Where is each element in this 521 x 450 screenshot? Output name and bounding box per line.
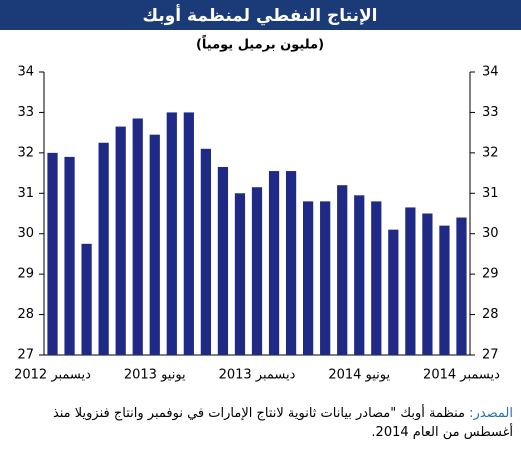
bar xyxy=(422,213,433,355)
y-tick-label: 34 xyxy=(17,65,34,80)
bar xyxy=(303,201,314,355)
y-tick-label: 32 xyxy=(17,145,34,160)
y2-tick-label: 31 xyxy=(482,186,499,201)
bar xyxy=(337,185,348,355)
y2-tick-label: 27 xyxy=(482,348,499,363)
bar xyxy=(115,126,126,355)
source-note: المصدر: منظمة أوبك "مصادر بيانات ثانوية … xyxy=(8,404,513,442)
y-tick-label: 31 xyxy=(17,186,34,201)
y-tick-label: 28 xyxy=(17,307,34,322)
bar xyxy=(183,112,194,355)
bar xyxy=(98,142,109,355)
bar xyxy=(251,187,263,355)
y2-tick-label: 34 xyxy=(482,65,499,80)
bar xyxy=(354,195,365,355)
bar xyxy=(234,193,246,355)
bar xyxy=(166,112,177,355)
bar xyxy=(149,134,160,355)
y-tick-label: 30 xyxy=(17,226,34,241)
x-tick-label: يونيو 2013 xyxy=(124,368,186,383)
y2-tick-label: 33 xyxy=(482,105,499,120)
chart-title: الإنتاج النفطي لمنظمة أوبك xyxy=(143,4,378,26)
bar xyxy=(371,201,382,355)
x-tick-label: ديسمبر 2012 xyxy=(14,368,91,383)
bar xyxy=(132,118,143,355)
chart-subtitle: (مليون برميل يومياً) xyxy=(196,35,324,53)
y-tick-label: 27 xyxy=(17,348,34,363)
bar xyxy=(64,156,75,355)
bar xyxy=(268,171,280,355)
y2-tick-label: 32 xyxy=(482,145,499,160)
source-text: منظمة أوبك "مصادر بيانات ثانوية لانتاج ا… xyxy=(52,406,513,440)
bar xyxy=(320,201,331,355)
bar xyxy=(456,217,467,355)
bar xyxy=(285,171,297,355)
bar xyxy=(439,225,450,355)
bar xyxy=(200,148,211,355)
bar xyxy=(217,167,229,355)
x-tick-label: ديسمبر 2014 xyxy=(423,368,500,383)
x-tick-label: يونيو 2014 xyxy=(328,368,390,383)
title-banner xyxy=(0,0,521,30)
y2-tick-label: 28 xyxy=(482,307,499,322)
x-tick-label: ديسمبر 2013 xyxy=(219,368,296,383)
bar xyxy=(405,207,416,355)
source-label: المصدر: xyxy=(469,406,513,421)
y2-tick-label: 29 xyxy=(482,267,499,282)
y-tick-label: 33 xyxy=(17,105,34,120)
bar xyxy=(81,243,92,355)
bar xyxy=(388,229,399,355)
chart: الإنتاج النفطي لمنظمة أوبك (مليون برميل … xyxy=(0,0,521,383)
y-tick-label: 29 xyxy=(17,267,34,282)
y2-tick-label: 30 xyxy=(482,226,499,241)
bar xyxy=(47,152,58,355)
